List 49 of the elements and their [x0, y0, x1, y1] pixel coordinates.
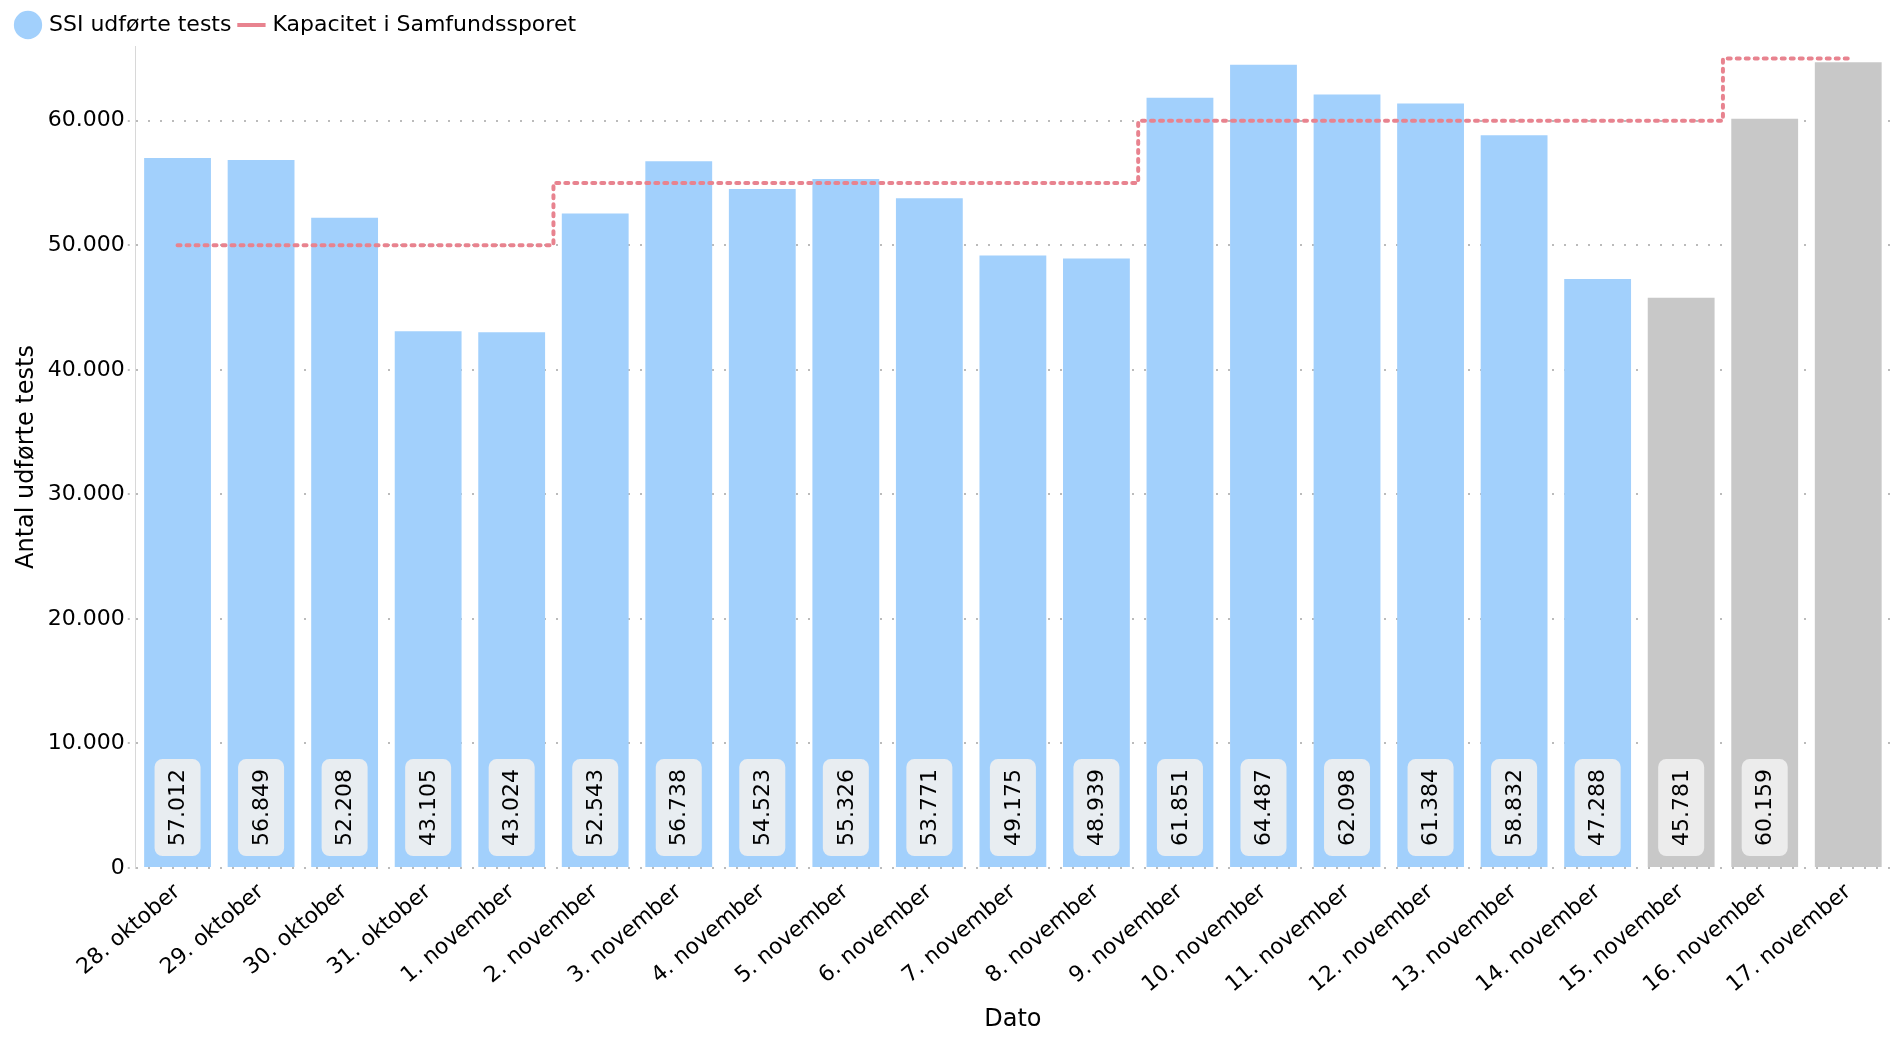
data-label: 61.851 [1166, 769, 1192, 847]
data-label: 60.159 [1751, 769, 1777, 847]
y-tick-label: 40.000 [47, 355, 125, 381]
data-label: 43.105 [414, 769, 440, 847]
data-label: 52.208 [331, 769, 357, 847]
y-tick-label: 30.000 [47, 480, 125, 506]
bar [1313, 94, 1381, 868]
data-label: 52.543 [581, 769, 607, 847]
bar [1564, 279, 1632, 868]
bar [1063, 258, 1130, 868]
data-label: 64.487 [1250, 769, 1276, 847]
data-label: 62.098 [1333, 769, 1359, 847]
y-tick-label: 0 [110, 853, 125, 879]
data-label: 54.523 [749, 769, 774, 847]
y-tick-label: 20.000 [47, 604, 125, 630]
data-label: 47.288 [1584, 769, 1610, 847]
data-label: 49.175 [999, 769, 1025, 847]
bar [561, 213, 629, 868]
data-label: 56.738 [665, 769, 691, 847]
data-label: 58.832 [1500, 769, 1526, 847]
y-tick-label: 50.000 [47, 231, 125, 256]
bar [728, 188, 796, 868]
bar [979, 255, 1047, 868]
data-label: 45.781 [1667, 769, 1693, 847]
data-label: 43.024 [498, 769, 524, 847]
data-label: 61.384 [1417, 769, 1443, 847]
data-label: 53.771 [916, 769, 942, 847]
bar [812, 178, 880, 868]
bar [1397, 103, 1464, 868]
bar [895, 198, 963, 868]
bar [1731, 118, 1799, 868]
legend-label: Kapacitet i Samfundssporet [272, 10, 577, 36]
bar [1146, 97, 1214, 868]
data-label: 57.012 [164, 769, 190, 847]
bar [144, 157, 211, 868]
bar [227, 159, 295, 868]
data-label: 48.939 [1083, 769, 1109, 847]
bar [645, 161, 713, 868]
data-label: 55.326 [832, 769, 858, 847]
y-tick-label: 60.000 [47, 106, 125, 132]
data-label: 56.849 [247, 769, 273, 847]
legend-label: SSI udførte tests [49, 10, 232, 36]
bar [1480, 135, 1548, 868]
x-axis-title: Dato [984, 1003, 1042, 1032]
bar [311, 217, 379, 868]
y-tick-label: 10.000 [47, 729, 125, 755]
y-axis-title: Antal udførte tests [10, 345, 39, 569]
bar [1230, 64, 1297, 868]
bar [1814, 62, 1882, 868]
